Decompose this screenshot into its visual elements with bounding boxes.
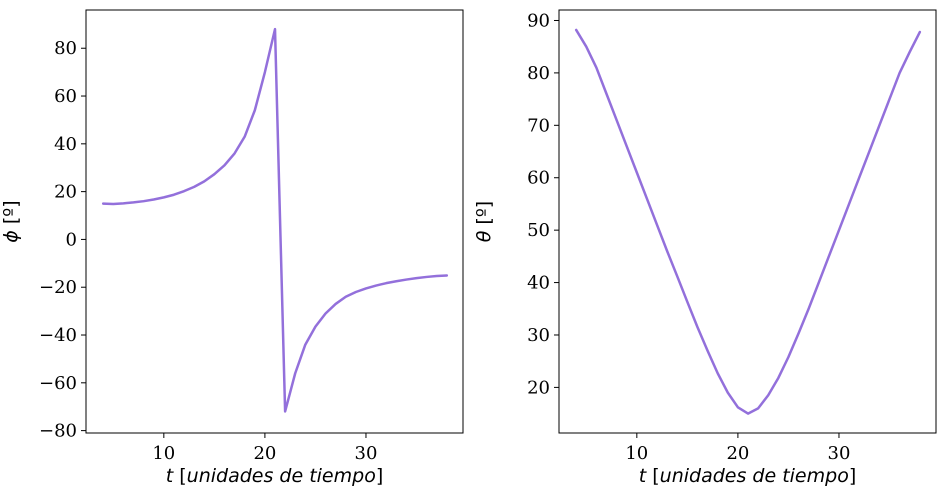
phi-y-axis-label: ϕ [º]	[0, 200, 22, 242]
phi-y-tick-label: −60	[39, 373, 77, 394]
phi-y-tick-label: 40	[54, 134, 77, 155]
phi-y-tick-label: 0	[66, 229, 77, 250]
phi-y-tick-label: 20	[54, 182, 77, 203]
phi-y-tick-label: −80	[39, 421, 77, 442]
theta-y-tick-label: 50	[527, 220, 550, 241]
theta-x-tick-label: 30	[828, 443, 851, 464]
phi-x-tick-label: 20	[253, 443, 276, 464]
theta-x-tick-label: 20	[726, 443, 749, 464]
theta-x-tick-label: 10	[625, 443, 648, 464]
theta-y-tick-label: 40	[527, 273, 550, 294]
phi-x-axis-label: t [unidades de tiempo]	[166, 465, 383, 487]
phi-y-tick-label: 60	[54, 86, 77, 107]
theta-y-tick-label: 70	[527, 115, 550, 136]
theta-x-axis-label: t [unidades de tiempo]	[639, 465, 856, 487]
phi-y-tick-label: −20	[39, 277, 77, 298]
phi-x-tick-label: 30	[355, 443, 378, 464]
theta-y-axis-label: θ [º]	[473, 201, 495, 242]
phi-x-tick-label: 10	[152, 443, 175, 464]
phi-axes-frame	[85, 9, 464, 434]
theta-y-tick-label: 60	[527, 168, 550, 189]
phi-y-tick-label: 80	[54, 38, 77, 59]
theta-y-tick-label: 90	[527, 10, 550, 31]
phi-chart-panel: 10 20 30 −80 −60 −40 −20 0 20 40 60 80 t [unidades d…	[0, 9, 464, 487]
theta-y-tick-label: 80	[527, 63, 550, 84]
theta-y-tick-label: 20	[527, 377, 550, 398]
theta-axes-frame	[558, 9, 937, 434]
phi-series-line	[101, 27, 449, 413]
theta-series-line	[574, 28, 922, 415]
theta-y-tick-label: 30	[527, 325, 550, 346]
phi-y-tick-label: −40	[39, 325, 77, 346]
theta-chart-panel: 10 20 30 20 30 40 50 60 70 80 90 t [unidades de tie…	[473, 9, 937, 487]
